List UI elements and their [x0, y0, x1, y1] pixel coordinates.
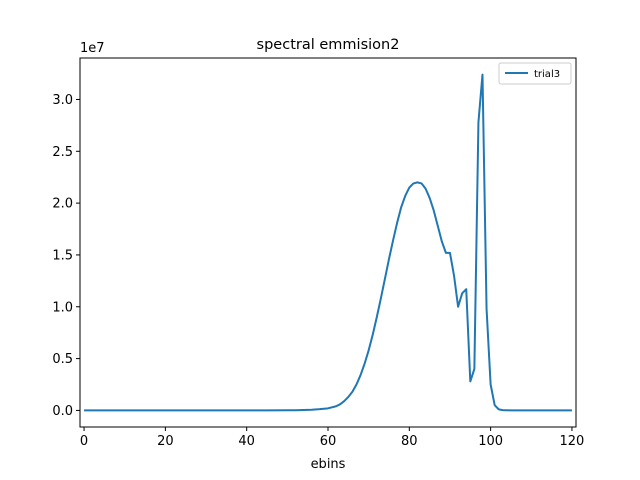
- x-axis-label: ebins: [311, 457, 346, 472]
- legend-box: [498, 62, 572, 85]
- y-tick-label: 2.0: [52, 197, 73, 212]
- x-axis: 0 20 40 60 80 100 120: [80, 427, 584, 449]
- legend-label: trial3: [534, 69, 560, 80]
- y-tick-label: 1.0: [52, 300, 73, 315]
- x-tick-label: 60: [320, 434, 337, 449]
- y-offset-label: 1e7: [80, 41, 105, 56]
- legend: trial3: [498, 62, 572, 85]
- x-tick-label: 20: [157, 434, 174, 449]
- chart-title: spectral emmision2: [257, 37, 400, 53]
- y-tick-label: 1.5: [52, 248, 73, 263]
- y-tick-label: 2.5: [52, 145, 73, 160]
- x-tick-label: 80: [401, 434, 418, 449]
- y-axis: 0.0 0.5 1.0 1.5 2.0 2.5 3.0: [52, 93, 80, 419]
- y-tick-label: 0.0: [52, 404, 73, 419]
- x-tick-label: 100: [478, 434, 503, 449]
- series-line-trial3: [84, 73, 572, 412]
- x-tick-label: 0: [80, 434, 88, 449]
- plot-area: [84, 73, 572, 412]
- y-tick-label: 0.5: [52, 352, 73, 367]
- y-tick-label: 3.0: [52, 93, 73, 108]
- x-tick-label: 120: [560, 434, 585, 449]
- x-tick-label: 40: [238, 434, 255, 449]
